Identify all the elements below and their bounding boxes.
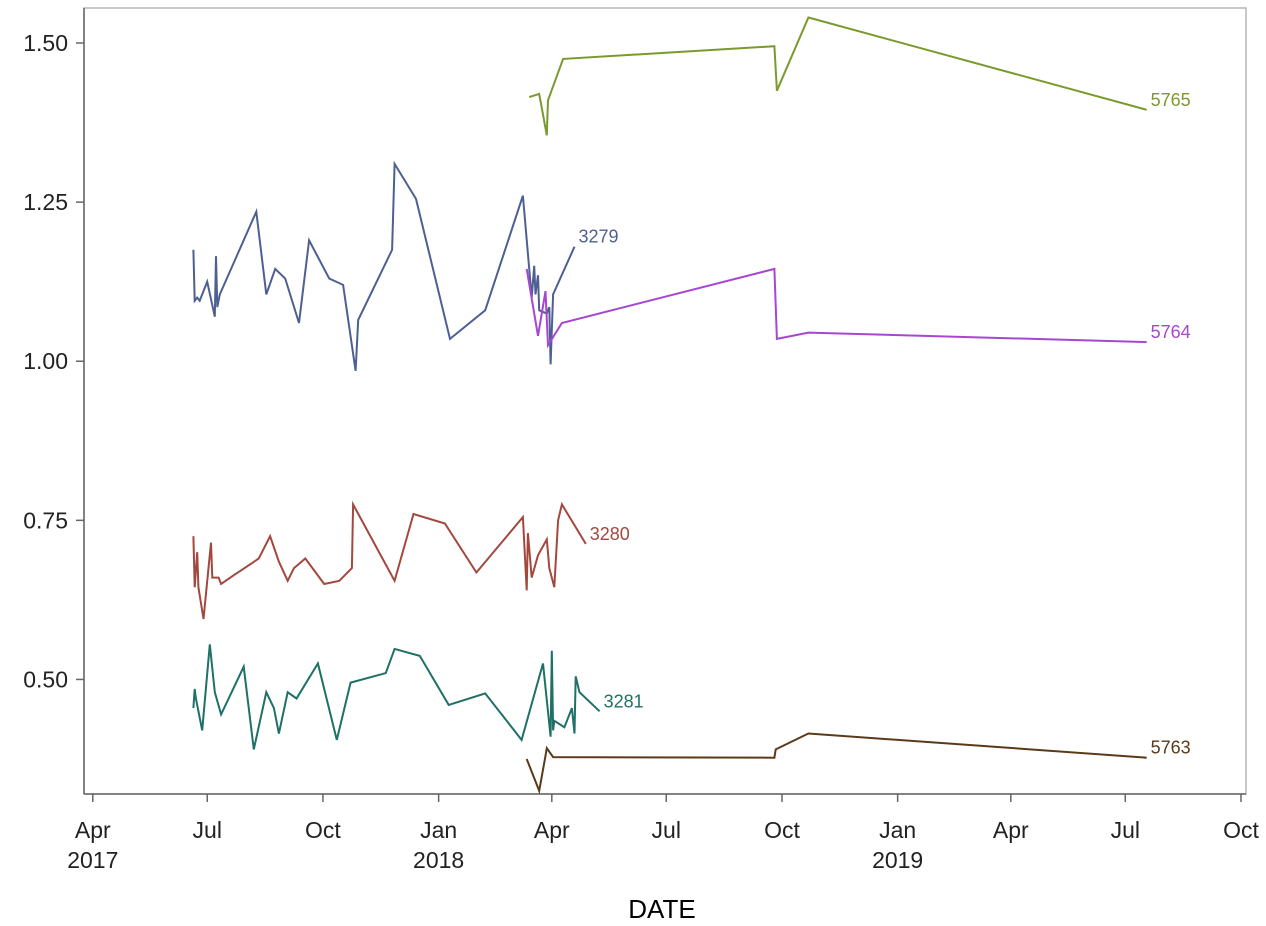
x-tick-label: Apr (993, 817, 1029, 843)
plot-frame (83, 7, 1247, 795)
series-group: 3279 3280 3281 5765 5764 5763 (192, 16, 1191, 795)
x-axis-title: DATE (628, 894, 695, 924)
x-tick-label: Jan (420, 817, 457, 843)
x-tick-label: Apr (534, 817, 570, 843)
series-line-3280 (192, 500, 587, 620)
y-tick-label: 0.75 (23, 507, 68, 533)
x-tick-label: Oct (1223, 817, 1259, 843)
series-label-5765: 5765 (1151, 90, 1191, 110)
series-line-3281 (192, 644, 601, 750)
series-line-5764 (525, 267, 1147, 349)
series-label-5763: 5763 (1151, 738, 1191, 758)
x-tick-label: Jul (1111, 817, 1140, 843)
x-axis: Apr 2017 Jul Oct Jan 2018 Apr Jul Oct Jan 2019 Apr J… (67, 793, 1259, 873)
x-tick-label: Jan (879, 817, 916, 843)
y-axis: 0.50 0.75 1.00 1.25 1.50 (23, 8, 85, 794)
series-line-5765 (528, 16, 1147, 136)
x-tick-year-label: 2017 (67, 847, 118, 873)
y-tick-label: 1.25 (23, 189, 68, 215)
series-label-3281: 3281 (604, 691, 644, 711)
y-tick-label: 0.50 (23, 666, 68, 692)
x-tick-label: Apr (75, 817, 111, 843)
x-tick-label: Oct (764, 817, 800, 843)
x-tick-label: Jul (652, 817, 681, 843)
series-label-5764: 5764 (1151, 322, 1191, 342)
x-tick-label: Oct (305, 817, 341, 843)
series-label-3279: 3279 (578, 227, 618, 247)
x-tick-label: Jul (193, 817, 222, 843)
y-tick-label: 1.50 (23, 30, 68, 56)
x-tick-year-label: 2019 (872, 847, 923, 873)
series-line-5763 (525, 732, 1147, 795)
x-tick-year-label: 2018 (413, 847, 464, 873)
series-line-3279 (192, 160, 576, 371)
series-label-3280: 3280 (590, 524, 630, 544)
y-tick-label: 1.00 (23, 348, 68, 374)
